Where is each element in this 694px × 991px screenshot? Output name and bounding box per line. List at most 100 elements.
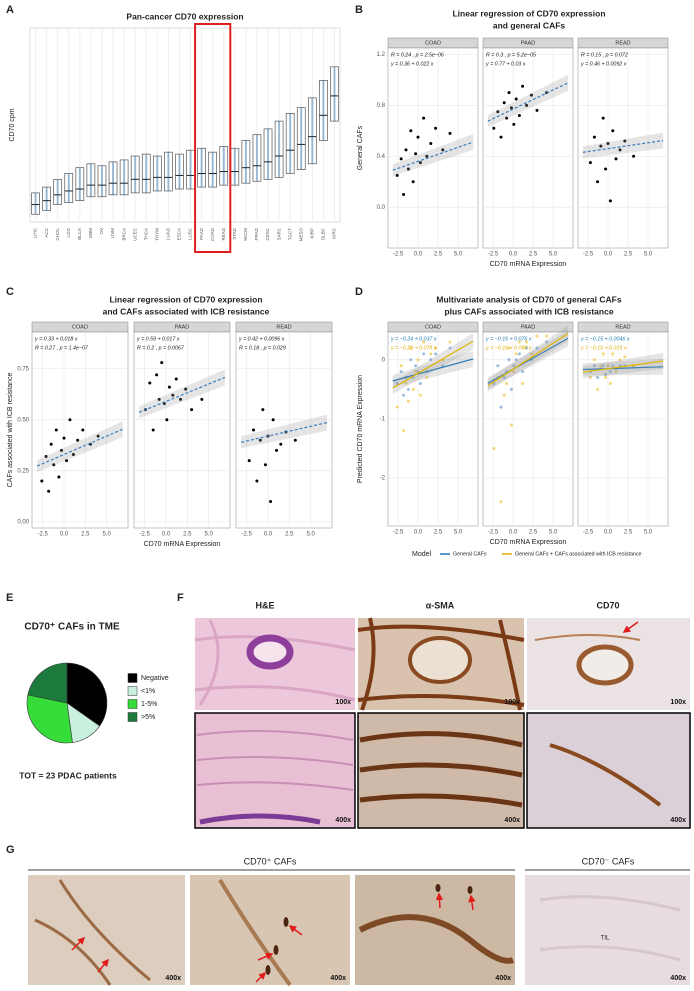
point	[499, 135, 503, 139]
x-tick-label: SARC	[276, 227, 281, 240]
box	[164, 151, 173, 192]
point	[525, 103, 529, 107]
pie-slice	[66, 662, 108, 727]
annotation: R = 0.18 , p = 0.029	[239, 345, 286, 351]
x-tick-label: 2.5	[434, 530, 443, 536]
x-tick-label: LGG	[66, 228, 71, 238]
point	[588, 161, 592, 165]
x-tick-label: ESCA	[177, 228, 182, 240]
confidence-band	[241, 414, 327, 449]
annotation: R = 0.3 , p = 5.2e−05	[486, 52, 536, 58]
point	[418, 381, 422, 385]
x-tick-label: 0.0	[604, 530, 613, 536]
x-tick-label: PAAD	[199, 227, 204, 240]
annotation: y = −0.15 + 0.0046 x	[580, 336, 630, 342]
x-tick-label: 5.0	[306, 532, 315, 538]
magnification: 100x	[504, 699, 520, 706]
point	[502, 376, 506, 380]
box	[296, 107, 306, 170]
cell-label: TIL	[601, 936, 610, 942]
point	[411, 387, 415, 391]
pie-slice	[27, 662, 68, 704]
point	[599, 364, 603, 368]
point	[505, 116, 509, 120]
annotation: y = 0.77 + 0.03 x	[485, 61, 526, 67]
point	[167, 385, 171, 389]
magnification: 400x	[670, 975, 686, 982]
box	[64, 173, 74, 203]
x-tick-label: 0.0	[414, 530, 423, 536]
point	[422, 340, 426, 344]
point	[261, 408, 265, 412]
annotation: R = 0.27 , p = 1.4e−07	[35, 345, 89, 351]
x-tick-label: BRCA	[121, 228, 126, 241]
point	[200, 397, 204, 401]
box	[152, 155, 162, 192]
strip-label: PAAD	[175, 324, 190, 330]
point	[425, 376, 429, 380]
legend-swatch	[127, 712, 138, 722]
point	[160, 361, 164, 365]
point	[279, 442, 283, 446]
point	[62, 436, 66, 440]
y-tick-label: -1	[380, 417, 386, 423]
point	[496, 364, 500, 368]
x-tick-label: -2.5	[583, 252, 594, 258]
point	[512, 122, 516, 126]
x-tick-label: OV	[99, 228, 104, 235]
confidence-band	[487, 325, 569, 392]
panel-letter: C	[6, 286, 14, 298]
point	[157, 397, 161, 401]
x-tick-label: -2.5	[583, 530, 594, 536]
magnification: 400x	[670, 817, 686, 824]
box	[263, 128, 273, 180]
strip-label: READ	[276, 324, 291, 330]
point	[448, 346, 452, 350]
x-tick-label: 0.0	[604, 252, 613, 258]
box	[141, 153, 151, 194]
legend-swatch	[127, 673, 138, 683]
f-column-header: CD70	[596, 600, 619, 610]
point	[174, 377, 178, 381]
point	[402, 192, 406, 196]
point	[514, 97, 518, 101]
box	[241, 140, 251, 184]
legend-label: Negative	[141, 675, 169, 682]
y-tick-label: 0.0	[377, 205, 386, 211]
point	[255, 479, 259, 483]
point	[604, 373, 608, 377]
x-tick-label: 0.0	[60, 532, 69, 538]
point	[509, 106, 513, 110]
point	[592, 364, 596, 368]
fit-line	[487, 337, 569, 384]
x-tick-label: 0.0	[509, 252, 518, 258]
x-tick-label: -2.5	[241, 532, 252, 538]
x-tick-label: PRAD	[254, 227, 259, 240]
x-tick-label: -2.5	[37, 532, 48, 538]
x-tick-label: STAD	[232, 227, 237, 239]
x-tick-label: LUAD	[166, 227, 171, 240]
point	[599, 144, 603, 148]
confidence-band	[392, 350, 474, 387]
strip-label: PAAD	[521, 40, 536, 46]
y-tick-label: 0.00	[17, 519, 29, 525]
x-tick-label: 2.5	[529, 252, 538, 258]
point	[52, 463, 56, 467]
point	[608, 370, 612, 374]
legend-label: 1-5%	[141, 701, 157, 708]
x-tick-label: ACC	[44, 227, 49, 237]
fit-line	[392, 358, 474, 382]
x-tick-label: 0.0	[162, 532, 171, 538]
point	[535, 346, 539, 350]
chart-title: and general CAFs	[493, 20, 566, 30]
point	[404, 381, 408, 385]
fit-line	[138, 376, 226, 413]
point	[499, 500, 503, 504]
magnification: 400x	[165, 975, 181, 982]
x-tick-label: 2.5	[434, 252, 443, 258]
magnification: 400x	[335, 817, 351, 824]
point	[411, 180, 415, 184]
x-tick-label: 2.5	[183, 532, 192, 538]
y-tick-label: 1.2	[377, 52, 386, 58]
point	[155, 373, 159, 377]
